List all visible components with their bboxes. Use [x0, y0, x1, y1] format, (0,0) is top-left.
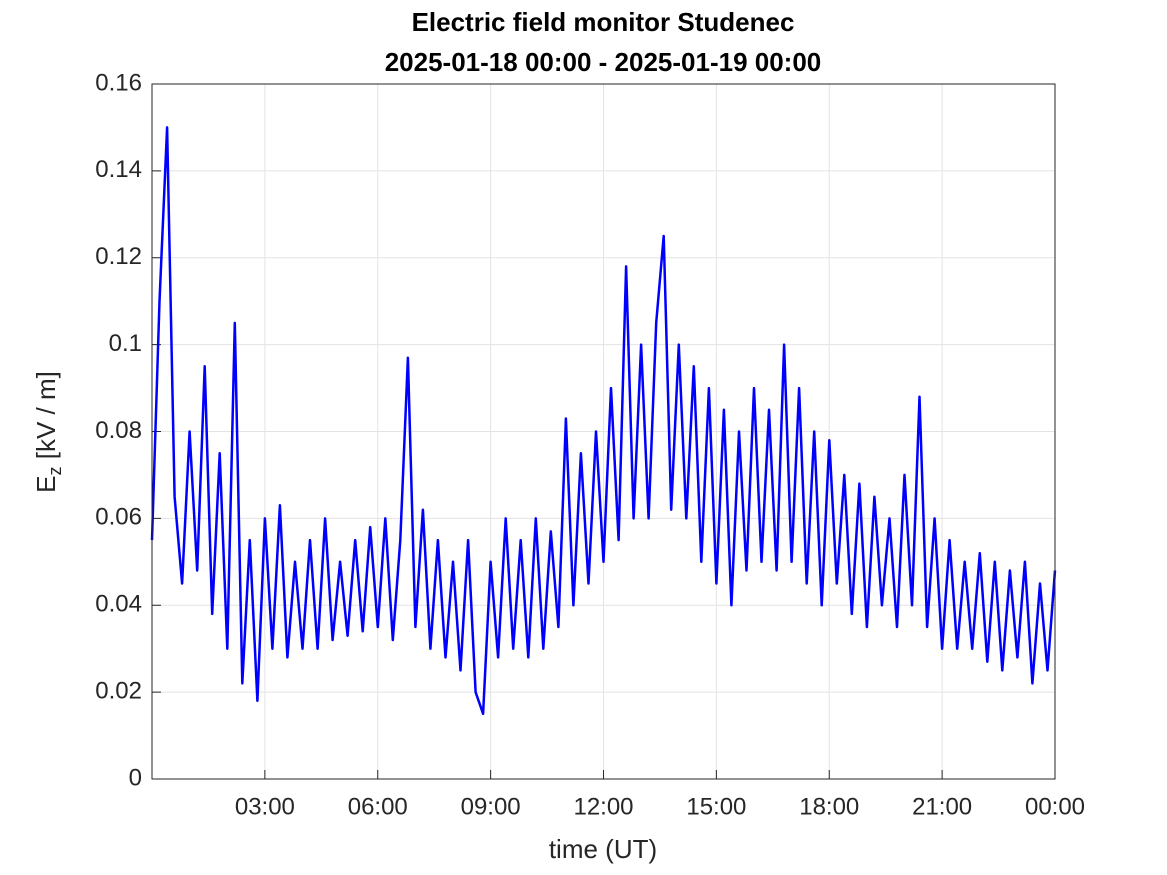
- y-tick-label: 0.06: [95, 504, 142, 531]
- y-tick-label: 0: [129, 764, 142, 791]
- x-tick-label: 03:00: [235, 793, 295, 820]
- chart-subtitle: 2025-01-18 00:00 - 2025-01-19 00:00: [385, 47, 822, 77]
- x-tick-label: 21:00: [912, 793, 972, 820]
- x-tick-label: 18:00: [799, 793, 859, 820]
- y-label-main: E: [31, 476, 61, 493]
- x-tick-label: 00:00: [1025, 793, 1085, 820]
- data-line: [150, 126, 1057, 716]
- y-label-rest: [kV / m]: [31, 371, 61, 466]
- y-axis-label: Ez [kV / m]: [31, 371, 65, 493]
- x-tick-label: 09:00: [461, 793, 521, 820]
- x-tick-label: 06:00: [348, 793, 408, 820]
- y-tick-label: 0.1: [109, 330, 142, 357]
- y-label-sub: z: [45, 467, 65, 476]
- y-tick-label: 0.14: [95, 156, 142, 183]
- y-tick-label: 0.12: [95, 243, 142, 270]
- y-tick-label: 0.04: [95, 591, 142, 618]
- y-tick-label: 0.08: [95, 417, 142, 444]
- y-tick-label: 0.02: [95, 677, 142, 704]
- y-tick-label: 0.16: [95, 69, 142, 96]
- chart-title: Electric field monitor Studenec: [412, 7, 795, 37]
- x-axis-label: time (UT): [549, 834, 657, 864]
- x-tick-label: 15:00: [686, 793, 746, 820]
- x-tick-label: 12:00: [573, 793, 633, 820]
- plot-frame: [151, 83, 1056, 780]
